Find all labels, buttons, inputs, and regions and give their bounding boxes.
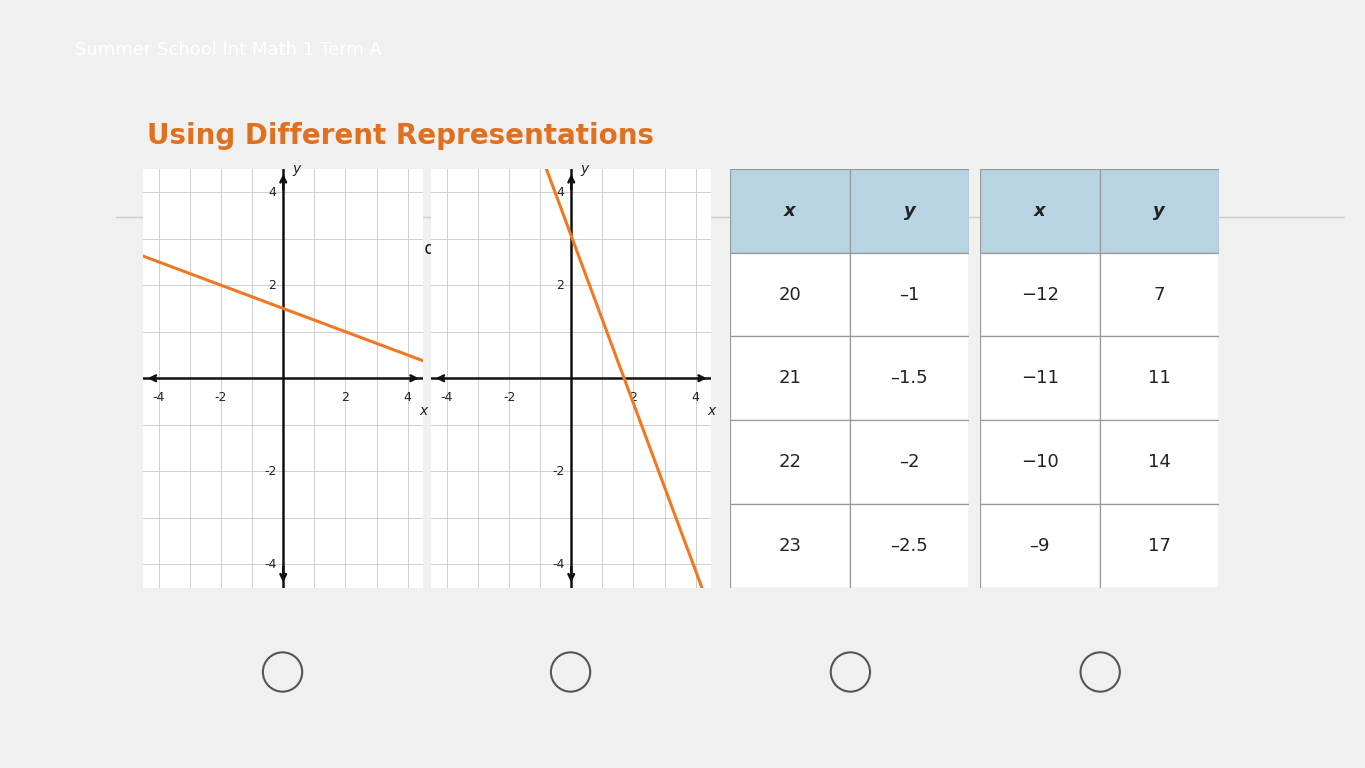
Bar <box>1100 169 1219 253</box>
Text: 2: 2 <box>341 391 349 404</box>
Text: 21: 21 <box>778 369 801 387</box>
Text: y: y <box>1153 202 1166 220</box>
Text: 2: 2 <box>269 279 276 292</box>
Text: 4: 4 <box>692 391 699 404</box>
Text: 7: 7 <box>1153 286 1164 303</box>
Text: −12: −12 <box>1021 286 1059 303</box>
Bar <box>849 420 969 504</box>
Text: Summer School Int Math 1 Term A: Summer School Int Math 1 Term A <box>75 41 382 59</box>
Text: 4: 4 <box>269 186 276 199</box>
Text: –2.5: –2.5 <box>890 537 928 554</box>
Text: -2: -2 <box>263 465 276 478</box>
Text: x: x <box>707 404 715 418</box>
Text: Using Different Representations: Using Different Representations <box>147 122 654 151</box>
Text: 4: 4 <box>404 391 411 404</box>
Text: 14: 14 <box>1148 453 1171 471</box>
Bar <box>980 169 1100 253</box>
Text: -4: -4 <box>441 391 453 404</box>
Text: x: x <box>784 202 796 220</box>
Text: 23: 23 <box>778 537 801 554</box>
Text: 22: 22 <box>778 453 801 471</box>
Text: 4: 4 <box>557 186 564 199</box>
Bar <box>730 504 849 588</box>
Bar <box>730 253 849 336</box>
Text: y: y <box>580 162 588 176</box>
Text: -2: -2 <box>551 465 564 478</box>
Bar <box>1100 504 1219 588</box>
Bar <box>980 253 1100 336</box>
Bar <box>980 336 1100 420</box>
Text: Which function has a constant additive rate of change of –1/4?: Which function has a constant additive r… <box>147 240 667 259</box>
Text: −10: −10 <box>1021 453 1059 471</box>
Text: 2: 2 <box>557 279 564 292</box>
Bar <box>849 336 969 420</box>
Bar <box>980 420 1100 504</box>
Text: –1.5: –1.5 <box>890 369 928 387</box>
Bar <box>1100 336 1219 420</box>
Text: 11: 11 <box>1148 369 1171 387</box>
Text: y: y <box>904 202 916 220</box>
Text: –2: –2 <box>900 453 920 471</box>
Bar <box>849 504 969 588</box>
Bar <box>730 169 849 253</box>
Bar <box>849 253 969 336</box>
Text: 20: 20 <box>778 286 801 303</box>
Text: 17: 17 <box>1148 537 1171 554</box>
Text: -4: -4 <box>153 391 165 404</box>
Text: y: y <box>292 162 300 176</box>
Bar <box>730 336 849 420</box>
Bar <box>980 504 1100 588</box>
Text: -4: -4 <box>551 558 564 571</box>
Text: −11: −11 <box>1021 369 1059 387</box>
Bar <box>849 169 969 253</box>
Text: –9: –9 <box>1029 537 1050 554</box>
Text: -4: -4 <box>263 558 276 571</box>
Text: x: x <box>1033 202 1046 220</box>
Text: -2: -2 <box>502 391 515 404</box>
Bar <box>730 420 849 504</box>
Bar <box>1100 253 1219 336</box>
Text: 2: 2 <box>629 391 637 404</box>
Text: x: x <box>419 404 427 418</box>
Text: -2: -2 <box>214 391 227 404</box>
Text: –1: –1 <box>900 286 920 303</box>
Bar <box>1100 420 1219 504</box>
